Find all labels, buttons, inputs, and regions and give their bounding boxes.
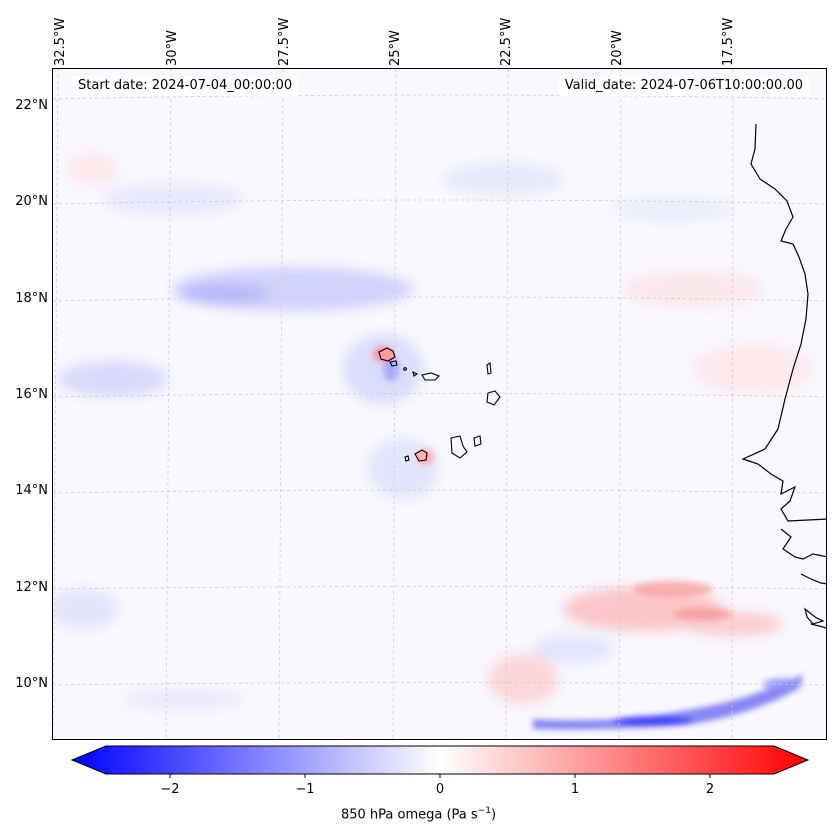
map-canvas: [53, 69, 827, 740]
lon-label: 25°W: [389, 10, 409, 66]
omega-field-strong: [373, 346, 803, 729]
gridlines: [53, 69, 827, 740]
valid-date-label: Valid_date: 2024-07-06T10:00:00.00: [559, 76, 809, 96]
omega-field: [53, 154, 813, 709]
lon-label: 22.5°W: [500, 10, 520, 66]
colorbar-label: 850 hPa omega (Pa s−1): [0, 806, 837, 822]
lat-label: 14°N: [8, 483, 48, 498]
colorbar-ticks: [170, 774, 710, 778]
lat-label: 10°N: [8, 676, 48, 691]
lat-label: 12°N: [8, 580, 48, 595]
lon-label: 32.5°W: [54, 10, 74, 66]
lon-label: 20°W: [611, 10, 631, 66]
lon-label: 17.5°W: [722, 10, 742, 66]
lat-label: 16°N: [8, 387, 48, 402]
colorbar: [70, 744, 810, 778]
colorbar-gradient: [72, 746, 808, 774]
lon-label: 30°W: [166, 10, 186, 66]
lat-label: 18°N: [8, 291, 48, 306]
colorbar-tick-label: −1: [290, 782, 320, 797]
colorbar-tick-label: 0: [425, 782, 455, 797]
colorbar-tick-label: 1: [560, 782, 590, 797]
lat-label: 20°N: [8, 194, 48, 209]
colorbar-tick-label: −2: [155, 782, 185, 797]
colorbar-tick-label: 2: [695, 782, 725, 797]
lat-label: 22°N: [8, 98, 48, 113]
lon-label: 27.5°W: [278, 10, 298, 66]
map-panel: [52, 68, 827, 740]
start-date-label: Start date: 2024-07-04_00:00:00: [72, 76, 298, 96]
